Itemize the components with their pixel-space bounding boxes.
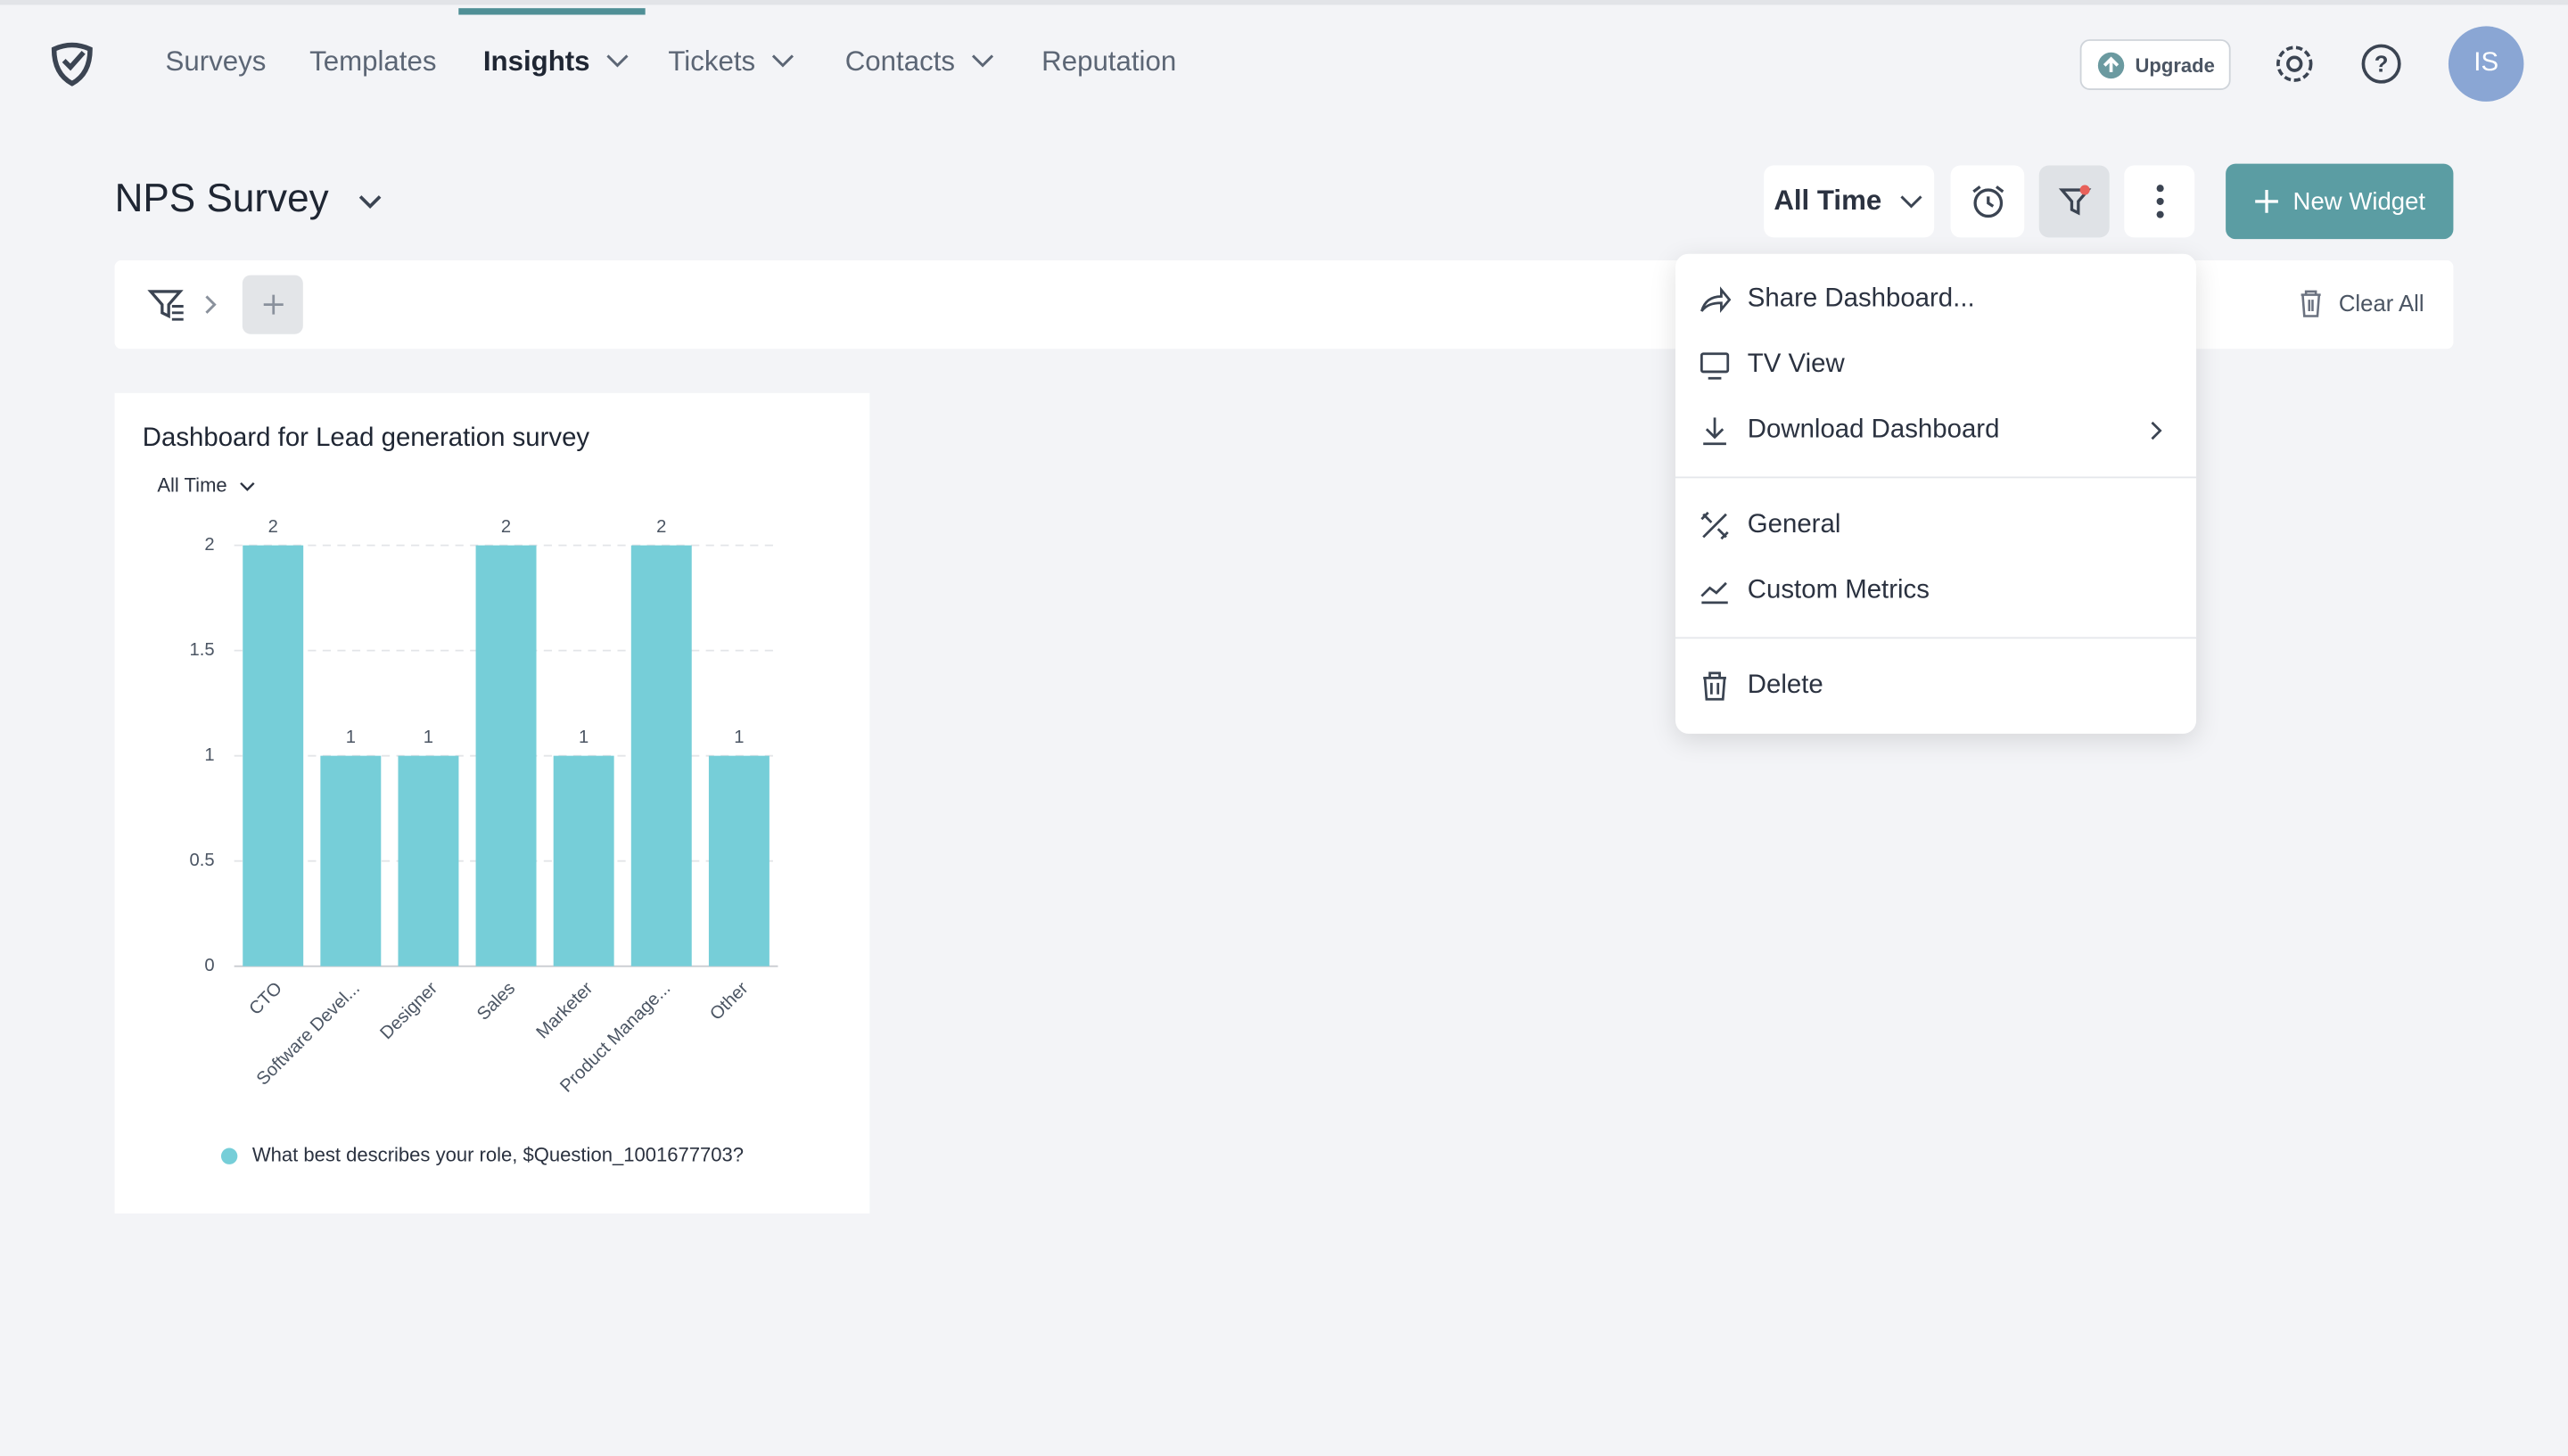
y-tick-label: 0.5: [190, 851, 215, 870]
nav-chevron: [972, 54, 994, 68]
nav-item[interactable]: Templates: [309, 45, 436, 78]
upgrade-label: Upgrade: [2135, 53, 2215, 77]
filter-icon: [2057, 185, 2091, 216]
menu-item[interactable]: General: [1747, 511, 1841, 539]
new-widget-button[interactable]: New Widget: [2226, 163, 2454, 240]
help-icon[interactable]: ?: [2360, 43, 2403, 86]
legend-label: What best describes your role, $Question…: [252, 1144, 744, 1166]
filter-button[interactable]: [2038, 165, 2110, 238]
logo: [51, 42, 93, 86]
upgrade-icon: [2097, 51, 2124, 78]
nav-item[interactable]: Reputation: [1041, 45, 1176, 78]
widget-card: Dashboard for Lead generation survey All…: [114, 392, 870, 1214]
x-tick-label: Other: [706, 978, 752, 1024]
metrics-icon: [1700, 581, 1728, 605]
value-label: 1: [734, 728, 744, 747]
svg-text:?: ?: [2375, 52, 2389, 77]
share-icon: [1700, 286, 1732, 313]
menu-item[interactable]: TV View: [1747, 350, 1845, 379]
settings-icon[interactable]: [2273, 43, 2316, 86]
chevron-right: [205, 295, 217, 314]
nav-label: Insights: [482, 45, 590, 78]
nav-label: Templates: [309, 45, 437, 78]
new-widget-label: New Widget: [2292, 187, 2426, 216]
chevron: [1900, 195, 1922, 209]
y-tick-label: 0: [204, 956, 214, 975]
menu-item[interactable]: Share Dashboard...: [1747, 284, 1975, 313]
bar: [708, 755, 770, 967]
menu-item[interactable]: Delete: [1747, 671, 1823, 700]
plus-icon: [2255, 190, 2279, 213]
bar: [320, 755, 382, 967]
nav-chevron: [606, 54, 629, 68]
value-label: 2: [656, 517, 666, 537]
chart: Dashboard for Lead generation survey All…: [143, 423, 778, 1166]
chart-title: Dashboard for Lead generation survey: [143, 423, 590, 452]
bar: [553, 755, 614, 967]
time-filter-label: All Time: [1774, 185, 1882, 217]
avatar[interactable]: IS: [2448, 26, 2524, 102]
nav-item[interactable]: Tickets: [668, 45, 796, 78]
value-label: 1: [424, 728, 433, 747]
bar: [243, 545, 304, 967]
filter-list-icon[interactable]: [147, 286, 186, 322]
more-button[interactable]: [2124, 165, 2195, 238]
value-label: 2: [501, 517, 511, 537]
nav-label: Reputation: [1041, 45, 1177, 78]
plus-icon: [262, 294, 283, 315]
active-tab-indicator: [458, 8, 646, 15]
menu-item[interactable]: Download Dashboard: [1747, 415, 2000, 444]
value-label: 2: [268, 517, 278, 537]
clear-all[interactable]: Clear All: [2338, 290, 2424, 317]
bar: [630, 545, 692, 967]
nav-label: Contacts: [844, 45, 955, 78]
menu-item[interactable]: Custom Metrics: [1747, 576, 1930, 605]
submenu-chevron: [2151, 421, 2162, 440]
tools-icon: [1700, 511, 1729, 540]
y-tick-label: 1.5: [190, 640, 215, 660]
top-border: [0, 0, 2568, 5]
tv-icon: [1700, 352, 1730, 380]
x-tick-label: CTO: [245, 978, 285, 1018]
bar: [398, 755, 459, 967]
more-icon: [2155, 185, 2163, 218]
trash-icon: [2300, 290, 2321, 317]
legend-swatch: [220, 1148, 238, 1164]
time-filter[interactable]: All Time: [1764, 165, 1935, 238]
alarm-button[interactable]: [1950, 165, 2025, 238]
value-label: 1: [346, 728, 356, 747]
nav-item[interactable]: Insights: [483, 45, 631, 78]
dropdown-menu: Share Dashboard... TV View Download Dash…: [1675, 253, 2197, 734]
nav-label: Surveys: [165, 45, 267, 78]
download-icon: [1703, 417, 1726, 446]
x-tick-label: Marketer: [532, 978, 597, 1042]
divider: [1675, 637, 2197, 639]
chart-filter[interactable]: All Time: [157, 473, 226, 496]
value-label: 1: [579, 728, 588, 747]
bar: [475, 545, 537, 967]
title-chevron[interactable]: [357, 190, 383, 213]
add-filter-button[interactable]: [242, 275, 303, 334]
divider: [1675, 476, 2197, 479]
y-tick-label: 1: [204, 745, 214, 765]
nav-label: Tickets: [668, 45, 756, 78]
nav-chevron: [772, 54, 794, 68]
x-tick-label: Sales: [473, 978, 519, 1024]
nav-item[interactable]: Contacts: [845, 45, 996, 78]
y-tick-label: 2: [204, 535, 214, 555]
delete-icon: [1703, 671, 1726, 701]
upgrade-button[interactable]: Upgrade: [2079, 39, 2231, 91]
dashboard-title: NPS Survey: [114, 177, 329, 221]
alarm-icon: [1971, 185, 2004, 218]
x-tick-label: Designer: [376, 978, 441, 1043]
chart-filter-chevron: [240, 481, 255, 491]
nav-item[interactable]: Surveys: [166, 45, 267, 78]
